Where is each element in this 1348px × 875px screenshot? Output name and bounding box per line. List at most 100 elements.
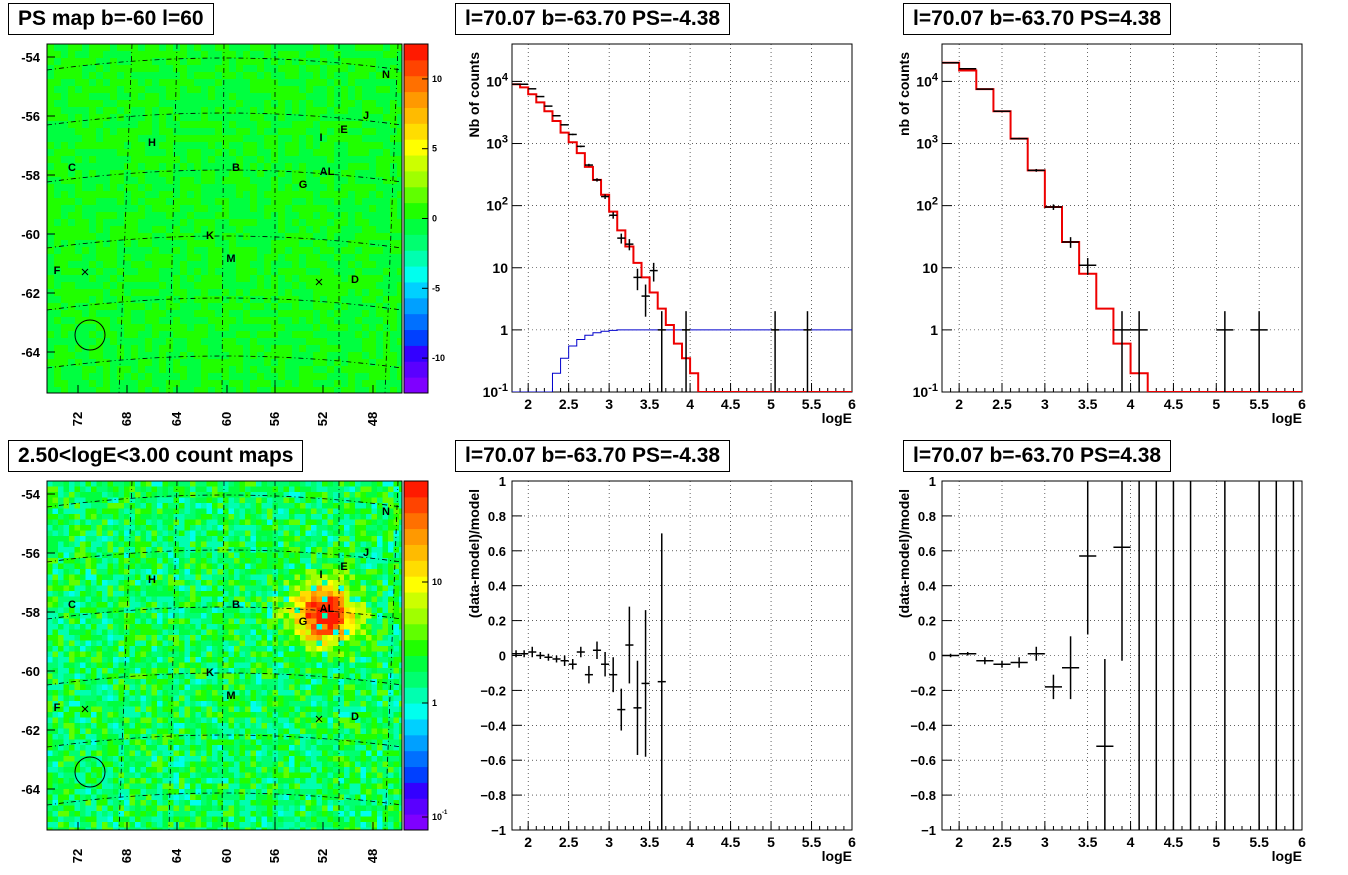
map-pixel	[215, 296, 223, 304]
map-pixel	[85, 805, 92, 812]
map-pixel	[243, 317, 251, 325]
map-pixel	[217, 519, 224, 526]
map-pixel	[390, 261, 398, 269]
map-pixel	[162, 552, 169, 559]
map-pixel	[383, 177, 391, 185]
map-pixel	[348, 114, 356, 122]
map-pixel	[129, 558, 136, 564]
map-pixel	[68, 51, 76, 59]
map-pixel	[278, 128, 286, 136]
map-pixel	[159, 135, 167, 143]
map-pixel	[195, 783, 202, 790]
map-pixel	[85, 695, 92, 702]
map-pixel	[369, 282, 377, 290]
map-pixel	[52, 701, 59, 707]
map-pixel	[168, 563, 174, 570]
map-pixel	[47, 345, 55, 353]
map-pixel	[118, 503, 125, 509]
colorbar-segment	[404, 202, 428, 219]
map-pixel	[190, 481, 196, 487]
map-pixel	[179, 503, 185, 509]
map-pixel	[285, 191, 293, 199]
map-pixel	[140, 822, 147, 828]
map-pixel	[190, 662, 196, 669]
map-pixel	[152, 114, 160, 122]
map-pixel	[184, 514, 191, 520]
map-pixel	[355, 387, 363, 394]
map-pixel	[271, 142, 279, 150]
map-pixel	[173, 79, 181, 87]
map-pixel	[113, 723, 119, 729]
map-pixel	[208, 156, 216, 164]
map-pixel	[68, 380, 76, 388]
map-pixel	[201, 366, 209, 374]
map-pixel	[138, 177, 146, 185]
map-pixel	[250, 247, 258, 255]
map-pixel	[376, 254, 384, 262]
map-pixel	[74, 481, 81, 487]
map-pixel	[124, 706, 130, 713]
map-pixel	[243, 191, 251, 199]
map-pixel	[124, 574, 130, 581]
map-pixel	[223, 811, 229, 817]
map-pixel	[61, 233, 69, 241]
map-pixel	[180, 114, 188, 122]
map-pixel	[201, 373, 209, 381]
map-pixel	[313, 121, 321, 129]
map-pixel	[52, 635, 59, 641]
map-pixel	[47, 212, 55, 220]
map-pixel	[118, 739, 125, 746]
map-pixel	[239, 536, 246, 542]
map-pixel	[152, 72, 160, 80]
map-pixel	[117, 51, 125, 59]
map-pixel	[257, 324, 265, 332]
map-pixel	[217, 734, 224, 740]
map-pixel	[306, 72, 314, 80]
map-pixel	[376, 198, 384, 206]
map-pixel	[75, 72, 83, 80]
map-pixel	[124, 121, 132, 129]
map-pixel	[239, 640, 246, 647]
map-pixel	[195, 690, 202, 696]
map-pixel	[162, 481, 169, 487]
map-pixel	[74, 574, 81, 581]
map-pixel	[222, 163, 230, 171]
map-pixel	[208, 93, 216, 101]
map-pixel	[80, 508, 86, 515]
map-pixel	[96, 591, 103, 597]
map-pixel	[208, 359, 216, 367]
colorbar-segment	[404, 345, 428, 362]
map-pixel	[74, 805, 81, 812]
map-pixel	[397, 373, 403, 381]
map-pixel	[110, 107, 118, 115]
map-pixel	[369, 240, 377, 248]
map-pixel	[362, 331, 370, 339]
map-pixel	[215, 205, 223, 213]
map-pixel	[217, 569, 224, 575]
map-pixel	[201, 602, 207, 608]
map-pixel	[118, 811, 125, 817]
map-pixel	[355, 268, 363, 276]
map-pixel	[74, 701, 81, 707]
map-pixel	[117, 72, 125, 80]
map-pixel	[362, 254, 370, 262]
map-pixel	[107, 618, 114, 625]
map-pixel	[152, 177, 160, 185]
map-pixel	[383, 373, 391, 381]
map-pixel	[96, 662, 103, 669]
map-pixel	[201, 268, 209, 276]
map-pixel	[138, 275, 146, 283]
map-pixel	[168, 712, 174, 718]
map-pixel	[195, 486, 202, 493]
map-pixel	[85, 783, 92, 790]
map-pixel	[138, 198, 146, 206]
map-pixel	[61, 254, 69, 262]
map-pixel	[85, 618, 92, 625]
map-pixel	[355, 373, 363, 381]
map-pixel	[190, 800, 196, 806]
map-pixel	[184, 492, 191, 498]
map-pixel	[341, 268, 349, 276]
map-pixel	[69, 525, 75, 531]
map-pixel	[151, 728, 158, 735]
map-pixel	[91, 756, 97, 762]
